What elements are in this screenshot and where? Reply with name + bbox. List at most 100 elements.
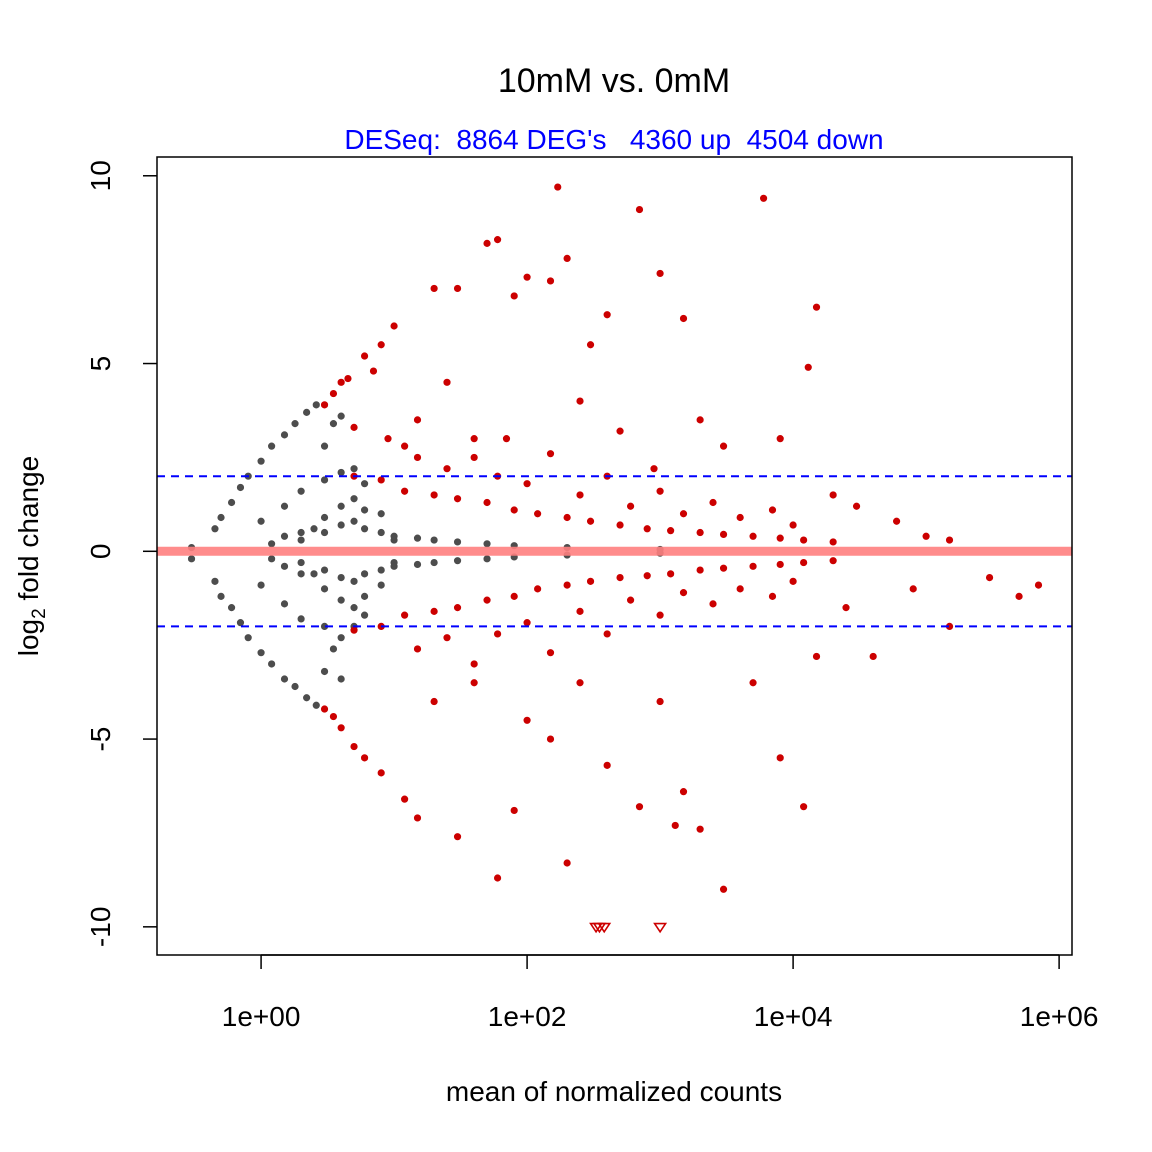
point [869,652,877,661]
point [510,292,518,300]
point [483,596,491,604]
point [401,442,409,450]
point [523,716,531,724]
point [401,611,409,619]
point [922,532,930,540]
point [546,277,555,285]
point [493,874,502,882]
point [211,525,219,533]
point [546,735,555,743]
point [483,498,491,507]
point [337,634,345,642]
point [337,412,345,420]
point [719,442,728,450]
point [749,532,757,540]
point [696,416,704,424]
point [350,742,358,751]
point [776,534,784,542]
point [696,825,704,833]
point [430,536,438,544]
point [736,513,744,522]
point [789,577,797,585]
point [310,570,318,578]
point [350,604,358,612]
point [656,269,664,278]
point [443,378,451,386]
point [470,679,478,687]
point [350,626,358,634]
point [360,352,369,360]
y-tick-label: 5 [85,356,116,372]
point [377,510,385,518]
point [280,532,289,540]
point [804,363,812,371]
point [350,517,358,525]
point [945,536,954,544]
point [800,803,808,811]
plot-area [157,183,1072,934]
point [297,615,305,623]
point [470,453,478,462]
point [470,660,478,668]
point [297,528,305,537]
point [257,649,265,657]
y-tick-label: 10 [85,160,116,191]
point [719,564,728,572]
point [390,532,398,540]
point [360,611,369,619]
point [656,697,664,706]
point [360,506,369,514]
point [453,833,462,841]
point [985,573,994,582]
point [337,573,345,582]
point [523,480,531,488]
point [563,581,571,589]
point [320,513,329,522]
plot-frame [156,156,1073,956]
point [369,367,378,375]
point [320,476,329,484]
point [616,573,624,582]
point [667,527,675,535]
point-out-of-range [597,922,612,934]
point [586,341,595,349]
point [616,521,624,529]
point [635,205,644,214]
point [679,788,688,796]
point [546,649,555,657]
point [776,435,784,443]
point [337,596,345,604]
point [401,795,409,803]
point [329,420,338,428]
point [236,619,245,627]
point [320,528,329,537]
point [312,701,320,709]
point [377,566,385,574]
point [800,558,808,567]
point [280,600,289,608]
point [329,712,338,721]
point [892,517,901,525]
point [320,667,329,676]
point [534,510,542,518]
point [390,562,398,570]
point [679,589,688,597]
point [776,754,784,762]
x-axis-label: mean of normalized counts [446,1076,782,1107]
point [390,322,398,330]
point [350,577,358,585]
point [812,652,821,661]
point [377,769,385,777]
point [310,525,318,533]
point [493,630,502,638]
point [303,408,311,416]
point [329,645,338,653]
point [576,679,584,687]
point [312,401,320,409]
x-tick-label: 1e+02 [488,1001,567,1032]
point [696,566,704,574]
point [1015,592,1023,600]
point [443,465,451,473]
point [377,341,385,349]
